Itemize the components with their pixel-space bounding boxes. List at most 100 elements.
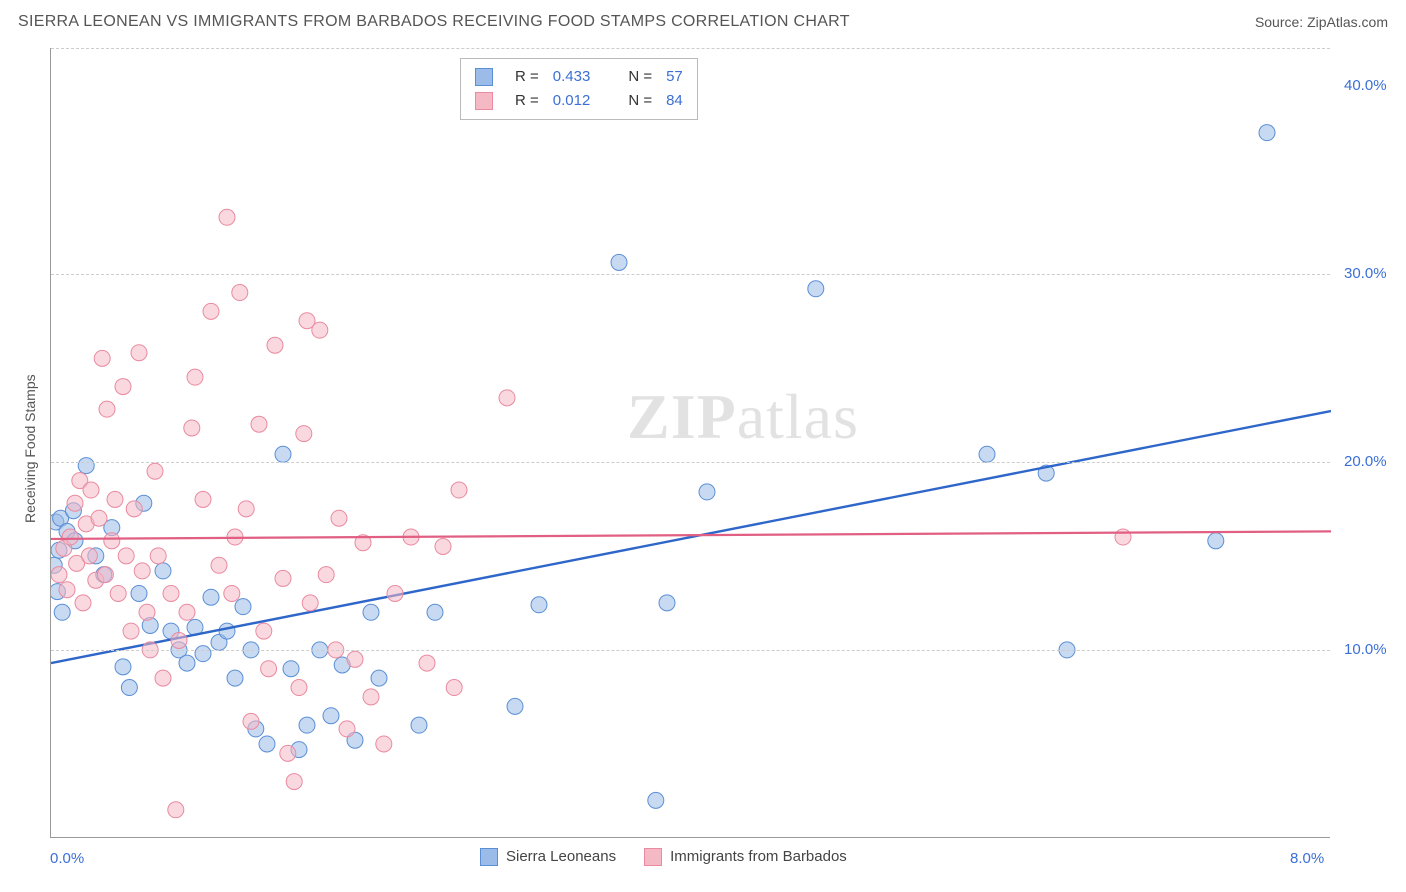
grid-line (51, 462, 1330, 463)
data-point (427, 604, 443, 620)
data-point (323, 708, 339, 724)
data-point (83, 482, 99, 498)
data-point (155, 563, 171, 579)
data-point (195, 646, 211, 662)
data-point (371, 670, 387, 686)
data-point (91, 510, 107, 526)
data-point (97, 567, 113, 583)
n-value: 57 (666, 65, 683, 89)
data-point (446, 680, 462, 696)
chart-title: SIERRA LEONEAN VS IMMIGRANTS FROM BARBAD… (18, 13, 850, 31)
data-point (347, 651, 363, 667)
data-point (363, 604, 379, 620)
chart-header: SIERRA LEONEAN VS IMMIGRANTS FROM BARBAD… (0, 0, 1406, 44)
data-point (280, 745, 296, 761)
n-label: N = (628, 89, 652, 113)
data-point (104, 533, 120, 549)
data-point (267, 337, 283, 353)
r-label: R = (515, 89, 539, 113)
legend-label: Immigrants from Barbados (670, 848, 847, 865)
data-point (1208, 533, 1224, 549)
y-tick-label: 20.0% (1344, 453, 1387, 470)
data-point (211, 557, 227, 573)
data-point (299, 717, 315, 733)
data-point (376, 736, 392, 752)
data-point (126, 501, 142, 517)
data-point (67, 495, 83, 511)
data-point (219, 623, 235, 639)
data-point (139, 604, 155, 620)
data-point (168, 802, 184, 818)
data-point (184, 420, 200, 436)
data-point (75, 595, 91, 611)
grid-line (51, 274, 1330, 275)
data-point (224, 585, 240, 601)
data-point (219, 209, 235, 225)
data-point (203, 589, 219, 605)
n-value: 84 (666, 89, 683, 113)
data-point (312, 322, 328, 338)
data-point (296, 426, 312, 442)
data-point (411, 717, 427, 733)
data-point (155, 670, 171, 686)
data-point (451, 482, 467, 498)
data-point (286, 774, 302, 790)
data-point (110, 585, 126, 601)
data-point (1115, 529, 1131, 545)
data-point (648, 792, 664, 808)
data-point (121, 680, 137, 696)
data-point (256, 623, 272, 639)
data-point (291, 680, 307, 696)
data-point (339, 721, 355, 737)
r-label: R = (515, 65, 539, 89)
data-point (238, 501, 254, 517)
data-point (107, 491, 123, 507)
data-point (171, 633, 187, 649)
legend-label: Sierra Leoneans (506, 848, 616, 865)
stats-legend-box: R =0.433N =57R =0.012N =84 (460, 58, 698, 120)
data-point (507, 698, 523, 714)
data-point (232, 285, 248, 301)
data-point (115, 379, 131, 395)
data-point (99, 401, 115, 417)
plot-area: ZIPatlas (50, 48, 1330, 838)
y-tick-label: 40.0% (1344, 77, 1387, 94)
data-point (54, 604, 70, 620)
data-point (302, 595, 318, 611)
data-point (318, 567, 334, 583)
data-point (163, 585, 179, 601)
data-point (62, 529, 78, 545)
data-point (331, 510, 347, 526)
chart-source: Source: ZipAtlas.com (1255, 14, 1388, 30)
data-point (363, 689, 379, 705)
grid-line (51, 48, 1330, 49)
series-legend: Sierra Leoneans Immigrants from Barbados (480, 848, 847, 866)
data-point (150, 548, 166, 564)
y-tick-label: 30.0% (1344, 265, 1387, 282)
data-point (387, 585, 403, 601)
data-point (611, 254, 627, 270)
data-point (259, 736, 275, 752)
x-tick-label: 8.0% (1290, 850, 1324, 867)
n-label: N = (628, 65, 652, 89)
data-point (243, 713, 259, 729)
data-point (179, 655, 195, 671)
series-swatch (475, 68, 493, 86)
data-point (134, 563, 150, 579)
data-point (131, 585, 147, 601)
series-swatch (644, 848, 662, 866)
data-point (419, 655, 435, 671)
data-point (1259, 125, 1275, 141)
stats-row: R = 0.433 N = 57 (475, 65, 683, 89)
series-swatch (480, 848, 498, 866)
data-point (118, 548, 134, 564)
grid-line (51, 650, 1330, 651)
data-point (699, 484, 715, 500)
data-point (123, 623, 139, 639)
data-point (51, 567, 67, 583)
data-point (499, 390, 515, 406)
r-value: 0.433 (553, 65, 591, 89)
series-swatch (475, 92, 493, 110)
data-point (115, 659, 131, 675)
data-point (179, 604, 195, 620)
